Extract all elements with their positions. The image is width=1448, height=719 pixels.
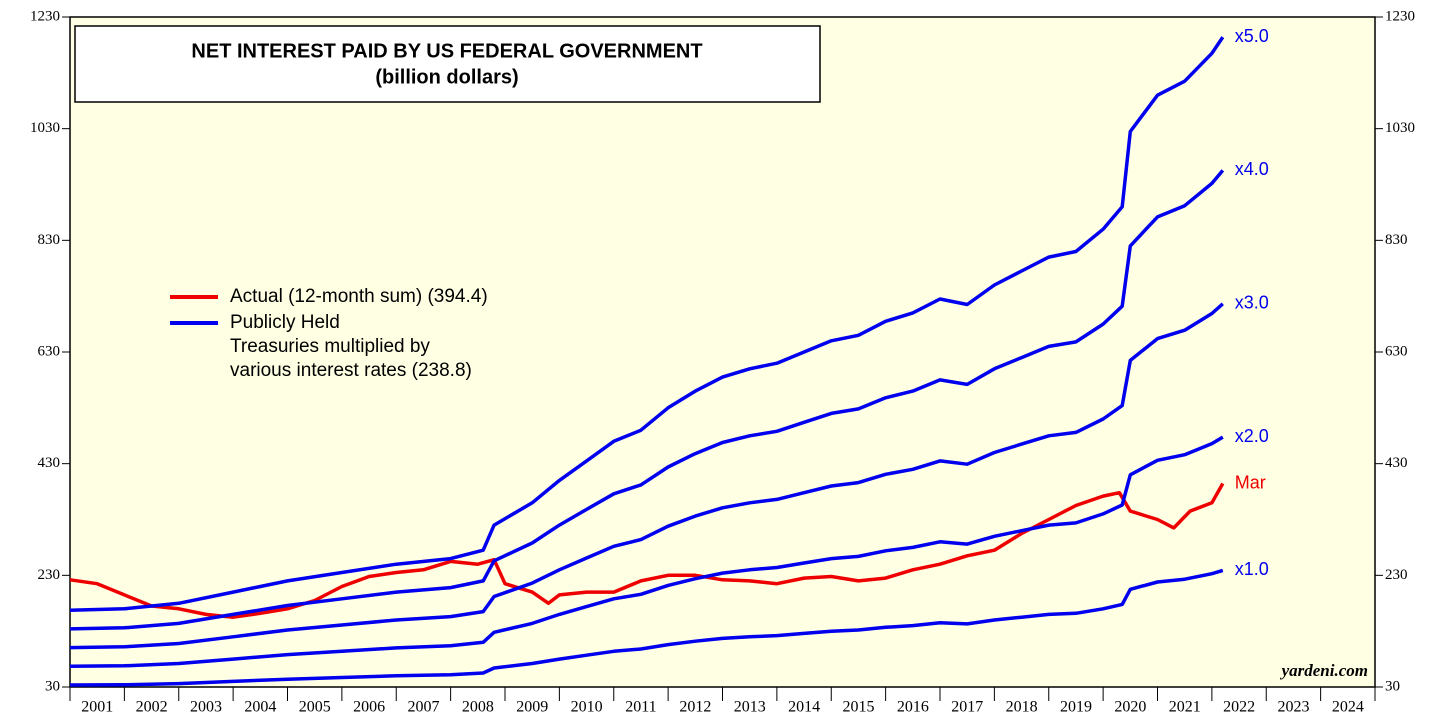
legend-label: various interest rates (238.8) <box>230 360 472 381</box>
legend-label: Treasuries multiplied by <box>230 336 430 357</box>
y2-tick-label: 30 <box>1385 678 1400 694</box>
x-tick-label: 2010 <box>571 699 603 716</box>
y2-tick-label: 1230 <box>1385 8 1415 24</box>
series-end-label: x2.0 <box>1235 426 1269 446</box>
x-tick-label: 2017 <box>951 699 983 716</box>
source: yardeni.com <box>1280 661 1368 680</box>
series-line <box>69 302 1224 650</box>
x-tick-label: 2018 <box>1006 699 1038 716</box>
series-line <box>69 435 1224 669</box>
series-end-label: Mar <box>1235 472 1266 492</box>
series-line <box>69 36 1225 612</box>
x-tick-label: 2005 <box>299 699 331 716</box>
y2-tick-label: 630 <box>1385 343 1408 359</box>
x-tick-label: 2008 <box>462 699 494 716</box>
x-tick-label: 2016 <box>897 699 929 716</box>
y-tick-label: 30 <box>45 678 60 694</box>
chart-subtitle: (billion dollars) <box>375 66 518 88</box>
x-tick-label: 2006 <box>353 699 385 716</box>
x-tick-label: 2001 <box>81 699 113 716</box>
y-tick-label: 430 <box>38 455 61 471</box>
x-tick-label: 2021 <box>1169 699 1201 716</box>
x-tick-label: 2003 <box>190 699 222 716</box>
y2-tick-label: 230 <box>1385 567 1408 583</box>
series-end-label: x3.0 <box>1235 293 1269 313</box>
y-tick-label: 1230 <box>30 8 60 24</box>
x-tick-label: 2024 <box>1332 699 1364 716</box>
x-tick-label: 2014 <box>788 699 820 716</box>
x-tick-label: 2019 <box>1060 699 1092 716</box>
legend-label: Publicly Held <box>230 312 340 333</box>
series-end-label: x4.0 <box>1235 159 1269 179</box>
y2-tick-label: 830 <box>1385 232 1408 248</box>
x-tick-label: 2022 <box>1223 699 1255 716</box>
legend-label: Actual (12-month sum) (394.4) <box>230 286 488 307</box>
y-tick-label: 830 <box>38 232 61 248</box>
series-end-label: x5.0 <box>1235 26 1269 46</box>
x-tick-label: 2007 <box>407 699 439 716</box>
series-line <box>69 568 1224 687</box>
y-tick-label: 1030 <box>30 120 60 136</box>
x-tick-label: 2012 <box>679 699 711 716</box>
y-tick-label: 630 <box>38 343 61 359</box>
x-tick-label: 2023 <box>1277 699 1309 716</box>
x-tick-label: 2009 <box>516 699 548 716</box>
plot-area <box>69 16 1376 688</box>
x-tick-label: 2015 <box>842 699 874 716</box>
x-tick-label: 2020 <box>1114 699 1146 716</box>
series-line <box>69 482 1225 619</box>
x-tick-label: 2013 <box>734 699 766 716</box>
title-box <box>74 25 821 103</box>
y2-tick-label: 1030 <box>1385 120 1415 136</box>
series-end-label: x1.0 <box>1235 559 1269 579</box>
x-tick-label: 2002 <box>136 699 168 716</box>
chart-title: NET INTEREST PAID BY US FEDERAL GOVERNME… <box>191 40 702 62</box>
y-tick-label: 230 <box>38 567 61 583</box>
x-tick-label: 2011 <box>625 699 656 716</box>
x-tick-label: 2004 <box>244 699 276 716</box>
series-line <box>69 169 1225 631</box>
y2-tick-label: 430 <box>1385 455 1408 471</box>
